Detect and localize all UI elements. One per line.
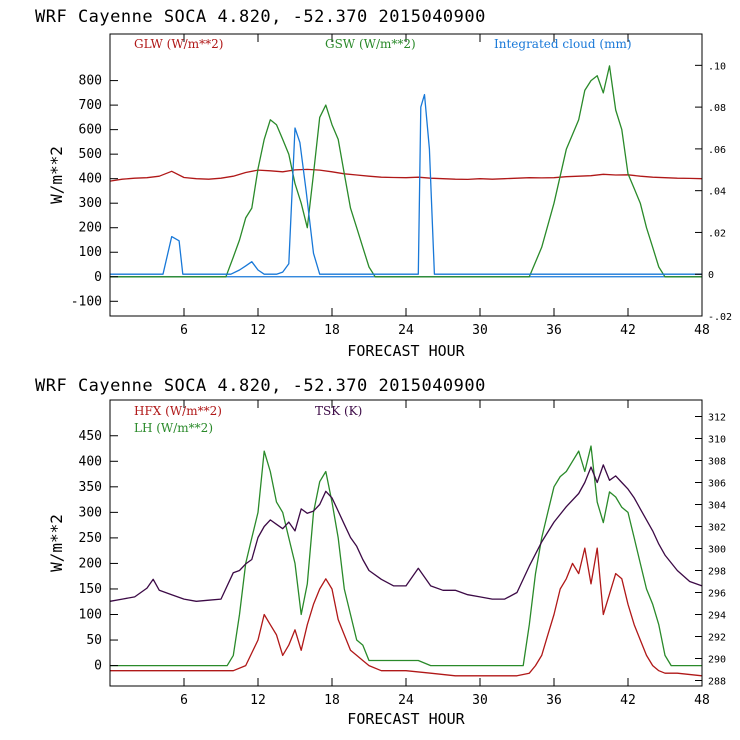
- y2-tick-label: .08: [708, 103, 726, 114]
- y-tick-label: 250: [79, 531, 102, 546]
- y-tick-label: 450: [79, 429, 102, 444]
- x-tick-label: 48: [694, 323, 710, 338]
- chart-panel-radiation: WRF Cayenne SOCA 4.820, -52.370 20150409…: [35, 7, 732, 360]
- series-line-glw: [109, 168, 703, 182]
- y2-tick-label: 306: [708, 479, 726, 490]
- chart-panel-fluxes: WRF Cayenne SOCA 4.820, -52.370 20150409…: [35, 376, 726, 728]
- y2-tick-label: .10: [708, 61, 726, 72]
- y2-tick-label: 288: [708, 677, 726, 688]
- y-tick-label: 800: [79, 74, 102, 89]
- legend-entry: HFX (W/m**2): [134, 404, 222, 418]
- y-tick-label: 500: [79, 147, 102, 162]
- y-tick-label: 0: [94, 659, 102, 674]
- y-tick-label: 50: [86, 633, 102, 648]
- legend-entry: GSW (W/m**2): [325, 37, 416, 51]
- x-tick-label: 24: [398, 323, 414, 338]
- y-tick-label: 200: [79, 556, 102, 571]
- x-tick-label: 12: [250, 693, 266, 708]
- y2-tick-label: 292: [708, 633, 726, 644]
- x-tick-label: 6: [180, 323, 188, 338]
- series-line-hfx: [110, 547, 703, 677]
- chart-title: WRF Cayenne SOCA 4.820, -52.370 20150409…: [35, 376, 486, 396]
- y-axis-label: W/m**2: [47, 146, 66, 204]
- y-tick-label: -100: [71, 294, 102, 309]
- y2-tick-label: .02: [708, 228, 726, 239]
- x-tick-label: 36: [546, 323, 562, 338]
- legend-entry: TSK (K): [315, 404, 362, 418]
- series-line-gsw: [110, 65, 702, 278]
- y2-tick-label: 302: [708, 523, 726, 534]
- y2-tick-label: 298: [708, 567, 726, 578]
- y-tick-label: 600: [79, 123, 102, 138]
- y2-tick-label: 308: [708, 457, 726, 468]
- legend-entry: LH (W/m**2): [134, 421, 213, 435]
- y2-tick-label: 312: [708, 413, 726, 424]
- x-axis-label: FORECAST HOUR: [347, 710, 465, 728]
- series-line-tsk: [109, 464, 703, 602]
- y2-tick-label: 296: [708, 589, 726, 600]
- x-tick-label: 36: [546, 693, 562, 708]
- x-tick-label: 6: [180, 693, 188, 708]
- y-tick-label: 100: [79, 608, 102, 623]
- plot-frame: [109, 399, 703, 687]
- y2-tick-label: 294: [708, 611, 726, 622]
- y-tick-label: 300: [79, 505, 102, 520]
- y2-tick-label: 304: [708, 501, 726, 512]
- legend-entry: Integrated cloud (mm): [494, 37, 632, 51]
- y2-tick-label: .06: [708, 145, 726, 156]
- y-tick-label: 350: [79, 480, 102, 495]
- y-tick-label: 100: [79, 245, 102, 260]
- y-tick-label: 700: [79, 98, 102, 113]
- y2-tick-label: .04: [708, 187, 726, 198]
- x-tick-label: 42: [620, 693, 636, 708]
- series-line-lh: [110, 445, 702, 667]
- x-tick-label: 24: [398, 693, 414, 708]
- x-tick-label: 30: [472, 323, 488, 338]
- y2-tick-label: -.02: [708, 312, 732, 323]
- chart-title: WRF Cayenne SOCA 4.820, -52.370 20150409…: [35, 7, 486, 27]
- y-tick-label: 400: [79, 172, 102, 187]
- y-tick-label: 300: [79, 196, 102, 211]
- y-tick-label: 0: [94, 270, 102, 285]
- y-axis-label: W/m**2: [47, 514, 66, 572]
- legend-entry: GLW (W/m**2): [134, 37, 223, 51]
- x-tick-label: 30: [472, 693, 488, 708]
- y2-tick-label: 300: [708, 545, 726, 556]
- y2-tick-label: 0: [708, 270, 714, 281]
- y2-tick-label: 290: [708, 655, 726, 666]
- y2-tick-label: 310: [708, 435, 726, 446]
- x-tick-label: 12: [250, 323, 266, 338]
- x-axis-label: FORECAST HOUR: [347, 342, 465, 360]
- y-tick-label: 150: [79, 582, 102, 597]
- x-tick-label: 48: [694, 693, 710, 708]
- x-tick-label: 18: [324, 693, 340, 708]
- y-tick-label: 200: [79, 221, 102, 236]
- series-line-integrated: [110, 93, 702, 275]
- x-tick-label: 18: [324, 323, 340, 338]
- x-tick-label: 42: [620, 323, 636, 338]
- y-tick-label: 400: [79, 454, 102, 469]
